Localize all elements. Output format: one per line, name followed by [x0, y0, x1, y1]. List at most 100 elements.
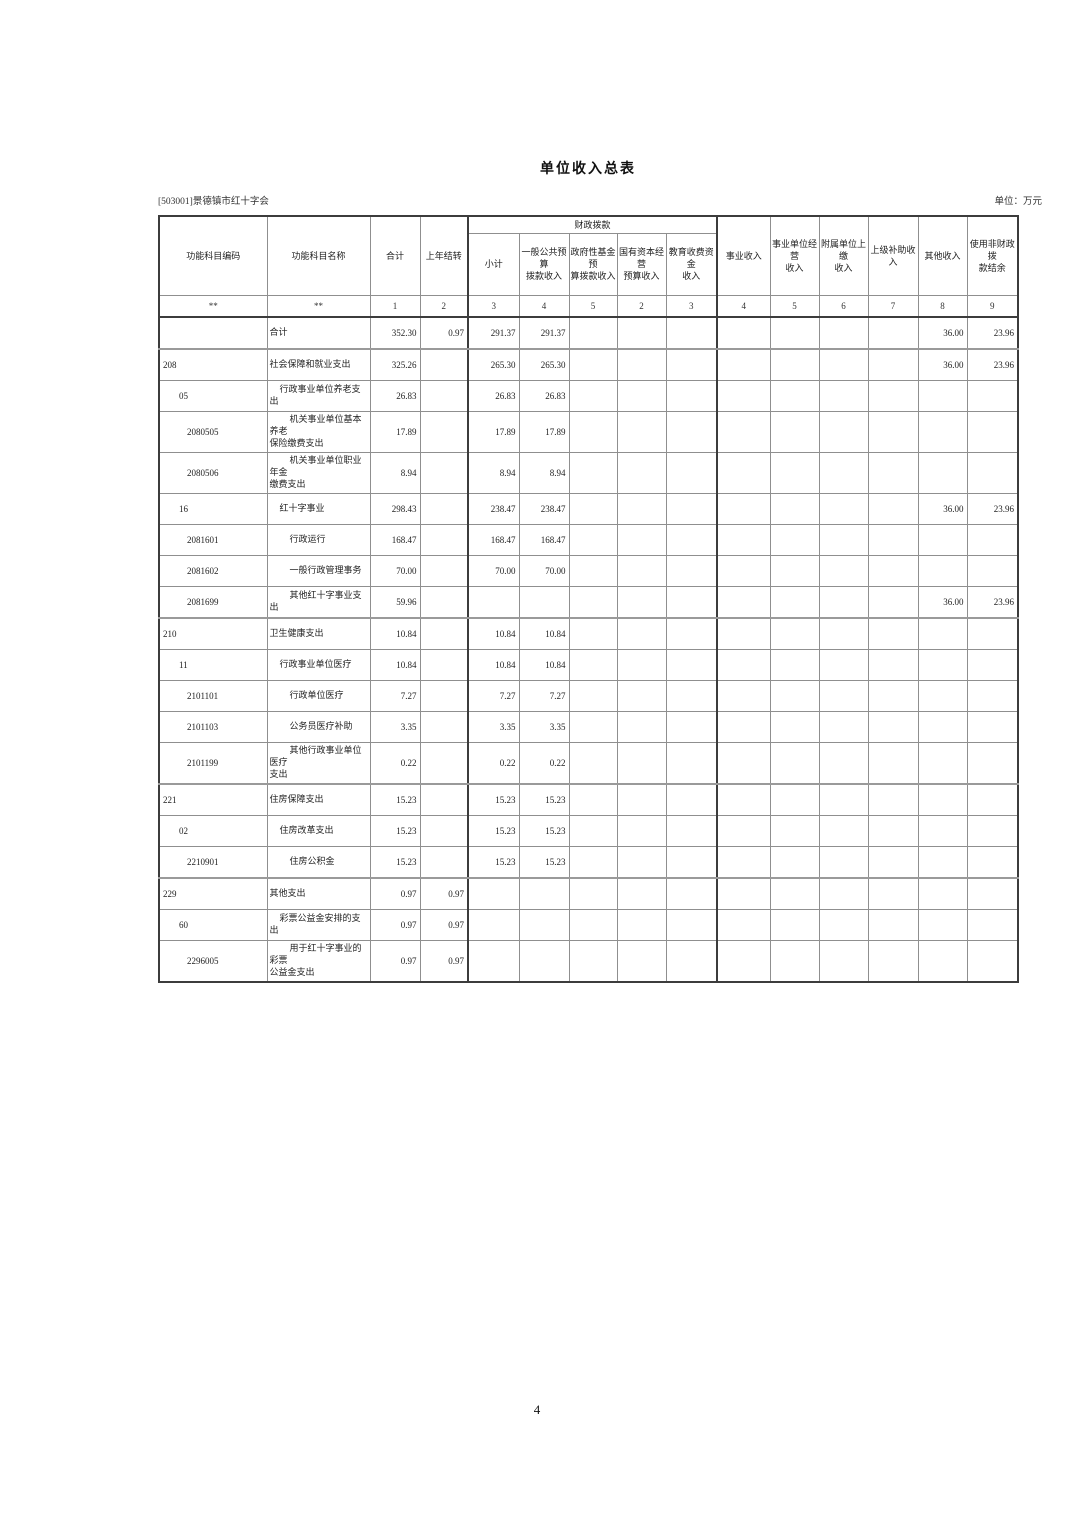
cell-non-fiscal-balance	[966, 555, 1019, 587]
table-row: 60 彩票公益金安排的支出 0.97 0.97	[158, 909, 1019, 941]
cell-superior-subsidy-income	[867, 380, 919, 412]
header-education-fee-income: 教育收费资金 收入	[665, 232, 719, 296]
cell-state-capital-budget	[616, 649, 667, 681]
cell-affiliated-unit-income	[818, 586, 869, 619]
cell-non-fiscal-balance	[966, 909, 1019, 941]
cell-state-capital-budget	[616, 742, 667, 785]
cell-govt-fund-budget	[568, 711, 618, 743]
cell-education-fee-income	[665, 742, 719, 785]
cell-govt-fund-budget	[568, 555, 618, 587]
cell-other-income	[917, 815, 968, 847]
cell-education-fee-income	[665, 452, 719, 494]
cell-govt-fund-budget	[568, 742, 618, 785]
cell-superior-subsidy-income	[867, 815, 919, 847]
lane-cell: 4	[716, 294, 771, 318]
cell-carryover	[419, 680, 469, 712]
cell-state-capital-budget	[616, 846, 667, 879]
cell-total: 59.96	[369, 586, 421, 619]
cell-general-public-budget: 26.83	[518, 380, 570, 412]
cell-state-capital-budget	[616, 348, 667, 381]
cell-non-fiscal-balance	[966, 940, 1019, 983]
cell-state-capital-budget	[616, 586, 667, 619]
cell-carryover	[419, 555, 469, 587]
cell-state-capital-budget	[616, 617, 667, 650]
cell-operating-income	[716, 586, 771, 619]
cell-total: 0.97	[369, 940, 421, 983]
cell-other-income: 36.00	[917, 493, 968, 525]
cell-state-capital-budget	[616, 680, 667, 712]
cell-affiliated-unit-income	[818, 783, 869, 816]
cell-other-income: 36.00	[917, 316, 968, 350]
lane-cell: 3	[467, 294, 520, 318]
cell-education-fee-income	[665, 586, 719, 619]
cell-general-public-budget: 17.89	[518, 411, 570, 453]
cell-govt-fund-budget	[568, 680, 618, 712]
cell-fiscal-subtotal: 10.84	[467, 649, 520, 681]
cell-education-fee-income	[665, 380, 719, 412]
row-function-code: 2081699	[158, 586, 268, 619]
header-state-capital-budget: 国有资本经营 预算收入	[616, 232, 667, 296]
cell-total: 15.23	[369, 783, 421, 816]
cell-other-income: 36.00	[917, 586, 968, 619]
cell-other-income	[917, 524, 968, 556]
cell-unit-operating-income	[769, 411, 820, 453]
lane-cell: **	[266, 294, 371, 318]
cell-non-fiscal-balance	[966, 617, 1019, 650]
cell-superior-subsidy-income	[867, 316, 919, 350]
table-row: 2210901 住房公积金 15.23 15.23 15.23	[158, 846, 1019, 879]
cell-other-income	[917, 940, 968, 983]
cell-carryover: 0.97	[419, 940, 469, 983]
cell-superior-subsidy-income	[867, 452, 919, 494]
cell-general-public-budget: 70.00	[518, 555, 570, 587]
cell-education-fee-income	[665, 524, 719, 556]
cell-total: 0.97	[369, 877, 421, 910]
cell-general-public-budget: 265.30	[518, 348, 570, 381]
cell-non-fiscal-balance	[966, 411, 1019, 453]
cell-general-public-budget: 238.47	[518, 493, 570, 525]
cell-other-income: 36.00	[917, 348, 968, 381]
row-function-name: 红十字事业	[266, 493, 371, 525]
cell-general-public-budget: 15.23	[518, 815, 570, 847]
row-function-name: 机关事业单位基本养老 保险缴费支出	[266, 411, 371, 453]
cell-affiliated-unit-income	[818, 711, 869, 743]
cell-state-capital-budget	[616, 411, 667, 453]
row-function-name: 行政事业单位医疗	[266, 649, 371, 681]
cell-affiliated-unit-income	[818, 909, 869, 941]
row-function-code: 210	[158, 617, 268, 650]
header-function-code: 功能科目编码	[158, 215, 268, 296]
cell-affiliated-unit-income	[818, 649, 869, 681]
cell-unit-operating-income	[769, 524, 820, 556]
cell-non-fiscal-balance: 23.96	[966, 316, 1019, 350]
header-other-income: 其他收入	[917, 215, 968, 296]
cell-fiscal-subtotal: 3.35	[467, 711, 520, 743]
table-row: 2081602 一般行政管理事务 70.00 70.00 70.00	[158, 555, 1019, 587]
cell-fiscal-subtotal: 10.84	[467, 617, 520, 650]
cell-carryover	[419, 846, 469, 879]
cell-total: 8.94	[369, 452, 421, 494]
row-function-code: 60	[158, 909, 268, 941]
cell-total: 26.83	[369, 380, 421, 412]
cell-non-fiscal-balance	[966, 380, 1019, 412]
cell-superior-subsidy-income	[867, 348, 919, 381]
cell-operating-income	[716, 742, 771, 785]
cell-state-capital-budget	[616, 316, 667, 350]
cell-govt-fund-budget	[568, 348, 618, 381]
row-function-code: 208	[158, 348, 268, 381]
cell-carryover	[419, 783, 469, 816]
cell-govt-fund-budget	[568, 493, 618, 525]
table-row: 210 卫生健康支出 10.84 10.84 10.84	[158, 617, 1019, 650]
cell-other-income	[917, 877, 968, 910]
cell-general-public-budget: 10.84	[518, 649, 570, 681]
header-fiscal-appropriation-group: 财政拨款	[466, 215, 719, 234]
lane-cell: 2	[616, 294, 667, 318]
cell-carryover	[419, 411, 469, 453]
cell-non-fiscal-balance	[966, 742, 1019, 785]
cell-unit-operating-income	[769, 742, 820, 785]
cell-total: 325.26	[369, 348, 421, 381]
cell-unit-operating-income	[769, 680, 820, 712]
cell-other-income	[917, 649, 968, 681]
header-superior-subsidy-income: 上级补助收入	[867, 215, 919, 296]
cell-education-fee-income	[665, 316, 719, 350]
table-row: 2080506 机关事业单位职业年金 缴费支出 8.94 8.94 8.94	[158, 452, 1019, 494]
